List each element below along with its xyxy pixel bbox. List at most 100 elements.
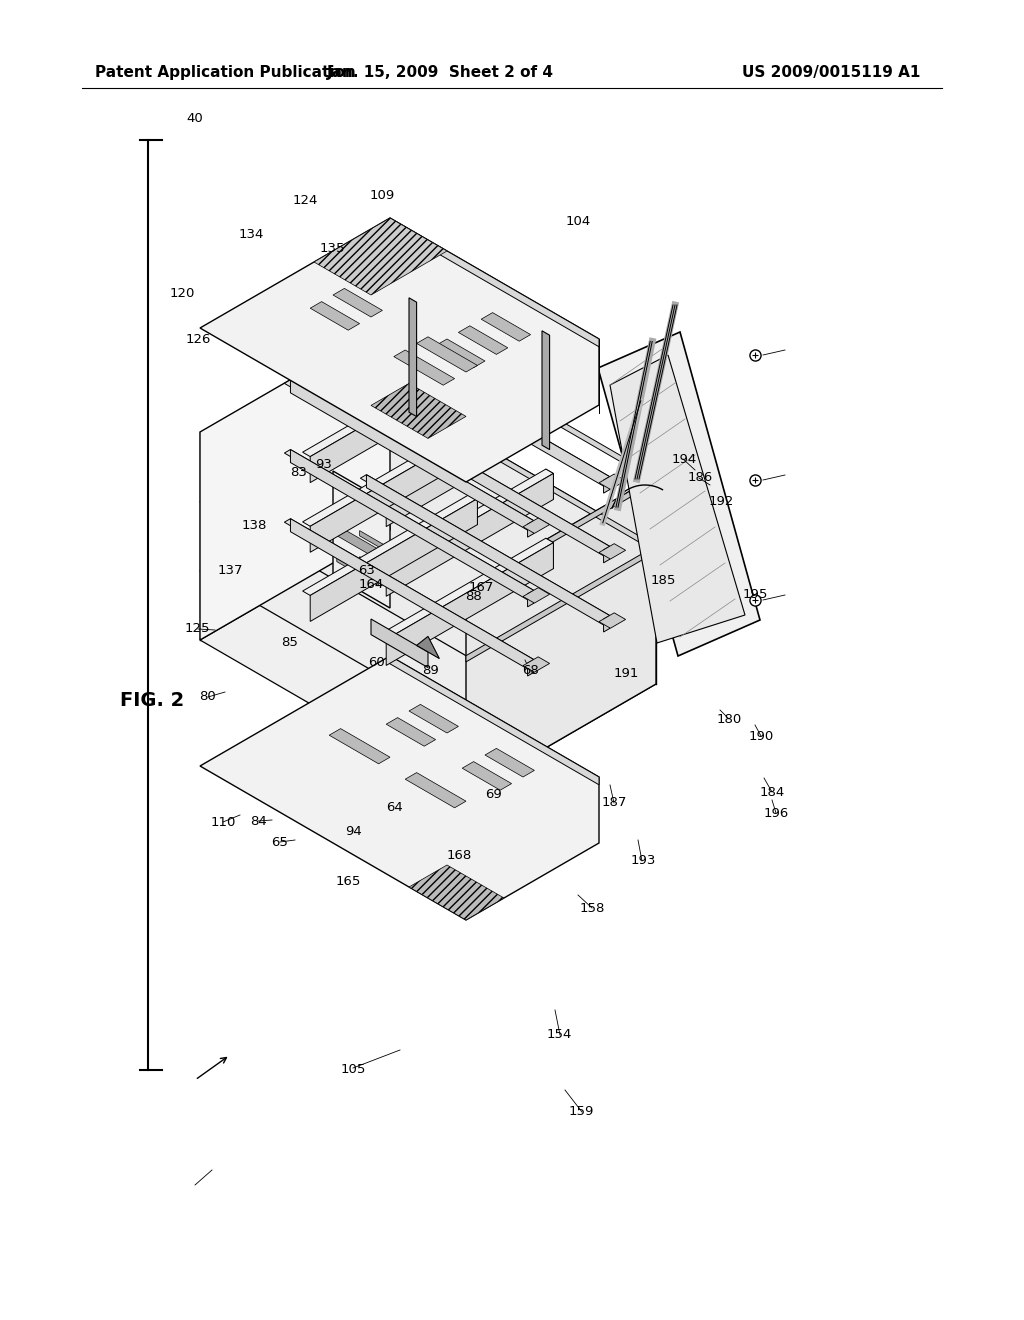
Polygon shape [303, 494, 477, 595]
Text: 186: 186 [688, 471, 713, 484]
Polygon shape [360, 405, 609, 550]
Polygon shape [360, 475, 609, 619]
Polygon shape [406, 772, 466, 808]
Text: 195: 195 [743, 587, 768, 601]
Polygon shape [409, 298, 417, 417]
Polygon shape [310, 429, 477, 552]
Text: 192: 192 [709, 495, 733, 508]
Polygon shape [390, 461, 656, 622]
Text: 126: 126 [186, 333, 211, 346]
Polygon shape [409, 705, 459, 733]
Polygon shape [599, 544, 626, 560]
Text: 83: 83 [291, 466, 307, 479]
Text: 88: 88 [465, 590, 481, 603]
Polygon shape [310, 301, 359, 330]
Text: 93: 93 [315, 458, 332, 471]
Polygon shape [417, 636, 439, 659]
Text: 84: 84 [250, 814, 266, 828]
Polygon shape [386, 404, 553, 527]
Polygon shape [546, 539, 553, 569]
Polygon shape [379, 539, 553, 639]
Text: 89: 89 [422, 664, 438, 677]
Text: 196: 196 [764, 807, 788, 820]
Text: 80: 80 [200, 690, 216, 704]
Polygon shape [310, 360, 477, 483]
Text: 184: 184 [760, 785, 784, 799]
Polygon shape [359, 557, 386, 577]
Polygon shape [379, 469, 553, 570]
Polygon shape [466, 615, 656, 731]
Polygon shape [379, 400, 553, 500]
Text: Patent Application Publication: Patent Application Publication [95, 65, 355, 79]
Text: 134: 134 [239, 228, 263, 242]
Text: 191: 191 [614, 667, 639, 680]
Text: 138: 138 [242, 519, 266, 532]
Text: 190: 190 [749, 730, 773, 743]
Polygon shape [603, 615, 609, 632]
Polygon shape [390, 218, 599, 347]
Text: 120: 120 [170, 286, 195, 300]
Polygon shape [603, 546, 609, 562]
Polygon shape [303, 355, 477, 457]
Text: 64: 64 [386, 801, 402, 814]
Polygon shape [470, 494, 477, 524]
Polygon shape [333, 471, 390, 609]
Polygon shape [598, 333, 760, 656]
Text: 135: 135 [321, 242, 345, 255]
Polygon shape [603, 477, 609, 494]
Polygon shape [200, 531, 656, 795]
Text: 164: 164 [358, 578, 383, 591]
Polygon shape [367, 475, 609, 628]
Polygon shape [523, 657, 550, 672]
Polygon shape [409, 865, 504, 920]
Polygon shape [523, 587, 550, 603]
Polygon shape [200, 322, 390, 640]
Text: FIG. 2: FIG. 2 [120, 690, 184, 710]
Polygon shape [337, 525, 379, 560]
Polygon shape [417, 337, 477, 372]
Text: 110: 110 [211, 816, 236, 829]
Polygon shape [466, 477, 656, 795]
Text: Jan. 15, 2009  Sheet 2 of 4: Jan. 15, 2009 Sheet 2 of 4 [327, 65, 554, 79]
Text: 194: 194 [672, 453, 696, 466]
Polygon shape [200, 218, 599, 482]
Text: 63: 63 [358, 564, 375, 577]
Text: 185: 185 [651, 574, 676, 587]
Text: US 2009/0015119 A1: US 2009/0015119 A1 [741, 65, 920, 79]
Text: 85: 85 [282, 636, 298, 649]
Polygon shape [200, 656, 599, 920]
Polygon shape [599, 612, 626, 628]
Polygon shape [466, 545, 656, 661]
Polygon shape [459, 326, 508, 354]
Polygon shape [466, 477, 656, 593]
Polygon shape [546, 469, 553, 499]
Polygon shape [371, 383, 466, 438]
Text: 137: 137 [218, 564, 243, 577]
Polygon shape [542, 331, 550, 450]
Text: 159: 159 [569, 1105, 594, 1118]
Polygon shape [386, 474, 553, 597]
Text: 158: 158 [580, 902, 604, 915]
Polygon shape [610, 355, 745, 643]
Polygon shape [359, 531, 386, 552]
Polygon shape [337, 552, 379, 586]
Text: 105: 105 [341, 1063, 366, 1076]
Text: 154: 154 [547, 1028, 571, 1041]
Polygon shape [291, 450, 534, 603]
Polygon shape [310, 499, 477, 622]
Polygon shape [546, 400, 553, 430]
Polygon shape [599, 474, 626, 490]
Polygon shape [200, 461, 656, 725]
Polygon shape [523, 517, 550, 533]
Text: 104: 104 [566, 215, 591, 228]
Text: 40: 40 [186, 112, 203, 125]
Polygon shape [303, 425, 477, 527]
Polygon shape [291, 519, 534, 672]
Polygon shape [390, 322, 656, 482]
Polygon shape [285, 380, 534, 524]
Polygon shape [470, 425, 477, 455]
Polygon shape [371, 619, 428, 668]
Polygon shape [481, 313, 530, 341]
Text: 168: 168 [446, 849, 471, 862]
Polygon shape [462, 762, 512, 791]
